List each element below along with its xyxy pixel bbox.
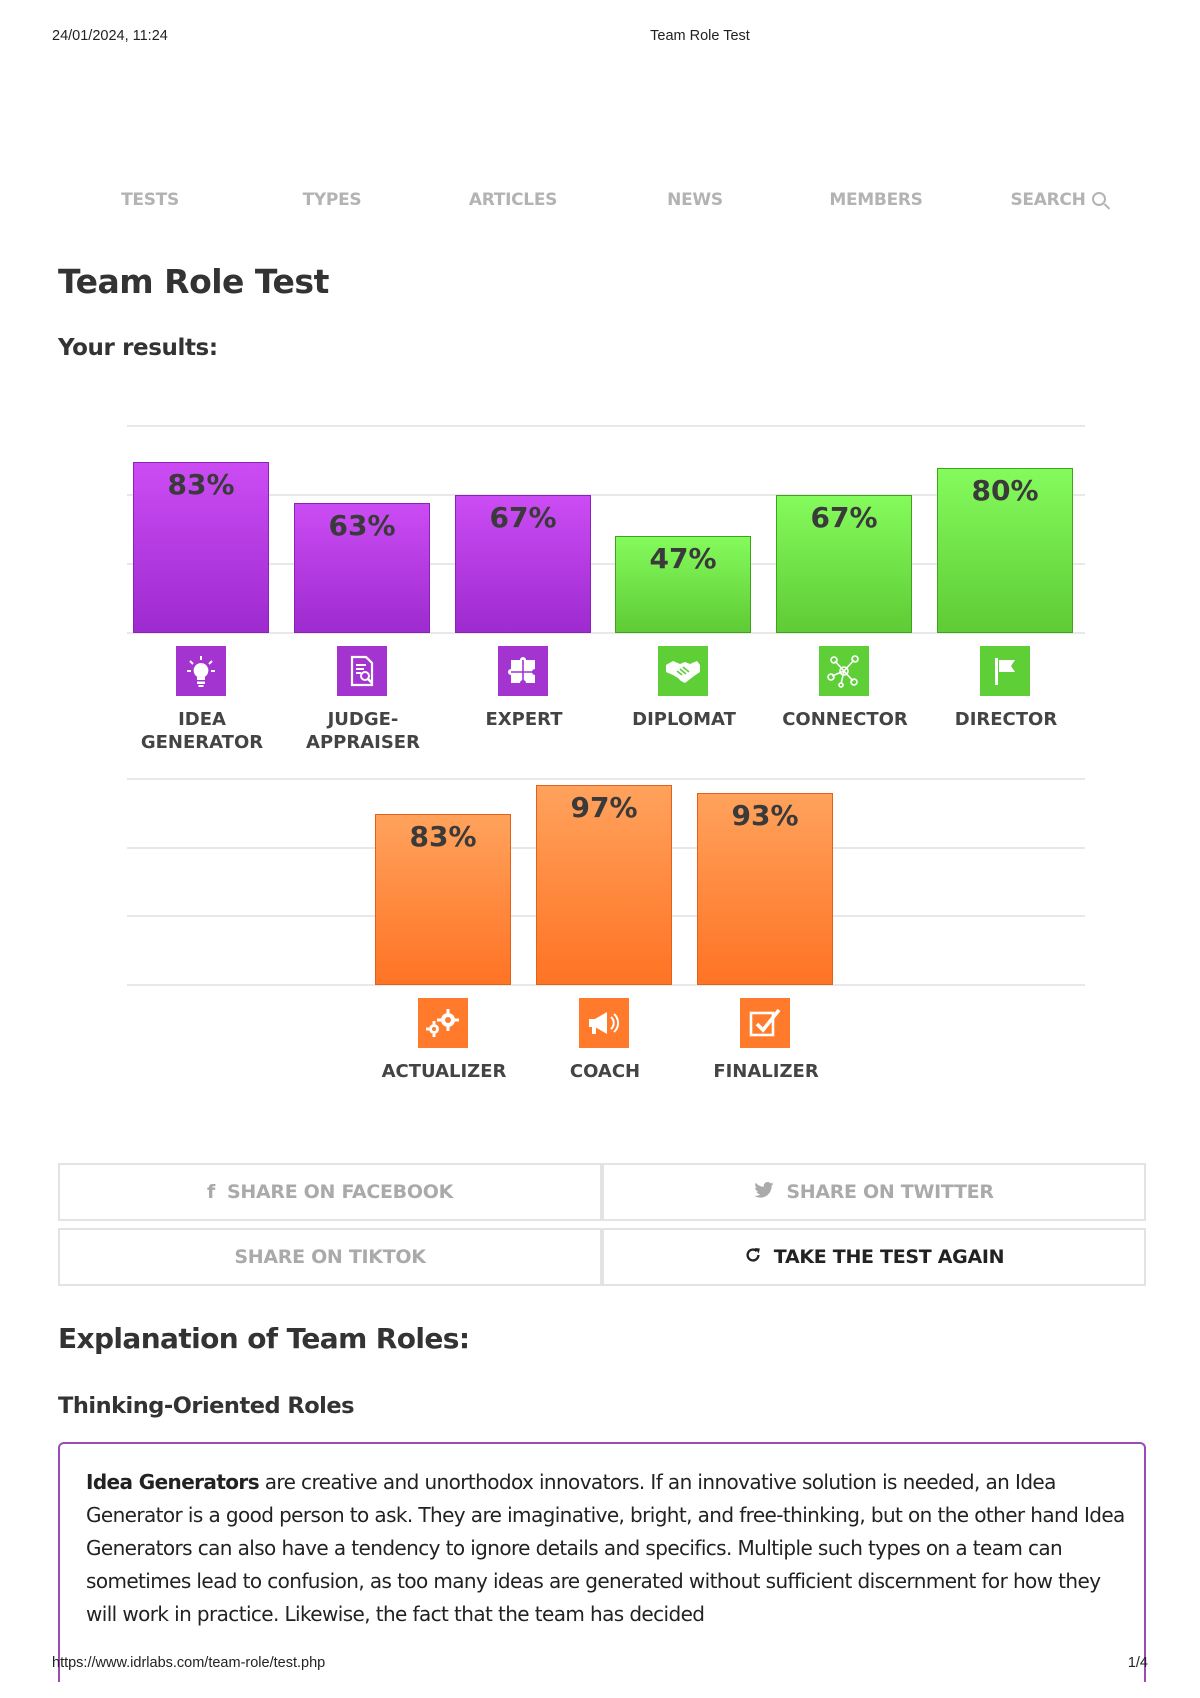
bar-expert: 67% [455, 495, 591, 633]
chart-2-gridline-1 [127, 984, 1085, 986]
role-label-finalizer: FINALIZER [713, 1061, 819, 1082]
chart-1-gridline-1 [127, 632, 1085, 634]
network-icon [819, 646, 869, 696]
checkbox-icon [740, 998, 790, 1048]
bar-judge-appraiser: 63% [294, 503, 430, 633]
nav-item-news[interactable]: NEWS [667, 190, 723, 210]
share-tiktok-button[interactable]: SHARE ON TIKTOK [58, 1228, 602, 1286]
print-page-number: 1/4 [1127, 1655, 1148, 1671]
lightbulb-icon [176, 646, 226, 696]
chart-2-gridline-2 [127, 915, 1085, 917]
chart-1-gridline-4 [127, 425, 1085, 427]
search-icon [1091, 192, 1106, 206]
chart-1-gridline-2 [127, 563, 1085, 565]
handshake-icon [658, 646, 708, 696]
print-datetime: 24/01/2024, 11:24 [52, 28, 168, 44]
share-twitter-label: SHARE ON TWITTER [786, 1181, 994, 1203]
bar-finalizer: 93% [697, 793, 833, 985]
bar-actualizer: 83% [375, 814, 511, 985]
explanation-heading: Explanation of Team Roles: [58, 1322, 470, 1355]
bar-director: 80% [937, 468, 1073, 633]
nav-item-tests[interactable]: TESTS [121, 190, 179, 210]
chart-1-gridline-3 [127, 494, 1085, 496]
thinking-roles-heading: Thinking-Oriented Roles [58, 1393, 355, 1419]
role-label-connector: CONNECTOR [782, 709, 908, 730]
document-search-icon [337, 646, 387, 696]
bar-diplomat: 47% [615, 536, 751, 633]
bar-value-diplomat: 47% [649, 542, 717, 575]
bar-value-expert: 67% [489, 501, 557, 534]
bar-value-director: 80% [971, 474, 1039, 507]
gears-icon [418, 998, 468, 1048]
share-facebook-label: SHARE ON FACEBOOK [226, 1181, 453, 1203]
role-label-director: DIRECTOR [954, 709, 1058, 730]
chart-2-gridline-3 [127, 847, 1085, 849]
share-twitter-button[interactable]: SHARE ON TWITTER [602, 1163, 1146, 1221]
bar-value-actualizer: 83% [409, 820, 477, 853]
bar-value-coach: 97% [570, 791, 638, 824]
print-doc-title: Team Role Test [650, 28, 750, 44]
bar-value-judge-appraiser: 63% [328, 509, 396, 542]
bar-value-connector: 67% [810, 501, 878, 534]
share-facebook-button[interactable]: f SHARE ON FACEBOOK [58, 1163, 602, 1221]
facebook-icon: f [207, 1181, 215, 1203]
nav-item-types[interactable]: TYPES [302, 190, 362, 210]
chart-2-gridline-4 [127, 778, 1085, 780]
refresh-icon [744, 1246, 762, 1269]
bar-idea-generator: 83% [133, 462, 269, 633]
nav-item-search[interactable]: SEARCH [978, 190, 1138, 210]
role-label-diplomat: DIPLOMAT [632, 709, 736, 730]
flag-icon [980, 646, 1030, 696]
nav-item-members[interactable]: MEMBERS [829, 190, 923, 210]
share-tiktok-label: SHARE ON TIKTOK [234, 1246, 426, 1268]
print-url: https://www.idrlabs.com/team-role/test.p… [52, 1655, 326, 1671]
take-test-again-button[interactable]: TAKE THE TEST AGAIN [602, 1228, 1146, 1286]
results-heading: Your results: [58, 335, 218, 361]
role-label-actualizer: ACTUALIZER [381, 1061, 507, 1082]
role-label-judge-appraiser: JUDGE- APPRAISER [306, 709, 420, 753]
nav-item-articles[interactable]: ARTICLES [468, 190, 558, 210]
take-test-again-label: TAKE THE TEST AGAIN [773, 1246, 1005, 1268]
idea-generator-term: Idea Generators [86, 1470, 260, 1494]
role-label-idea-generator: IDEA GENERATOR [140, 709, 264, 753]
bar-value-idea-generator: 83% [167, 468, 235, 501]
idea-generator-explanation: Idea Generators are creative and unortho… [86, 1466, 1126, 1631]
bar-coach: 97% [536, 785, 672, 985]
print-header: 24/01/2024, 11:24 Team Role Test [0, 28, 1200, 48]
search-label: SEARCH [1010, 190, 1086, 210]
idea-generator-explanation-box: Idea Generators are creative and unortho… [58, 1442, 1146, 1682]
puzzle-icon [498, 646, 548, 696]
bar-value-finalizer: 93% [731, 799, 799, 832]
bar-connector: 67% [776, 495, 912, 633]
role-label-coach: COACH [569, 1061, 641, 1082]
idea-generator-description: are creative and unorthodox innovators. … [86, 1470, 1125, 1626]
main-nav: TESTS TYPES ARTICLES NEWS MEMBERS SEARCH [0, 190, 1200, 214]
page-title: Team Role Test [58, 262, 329, 301]
role-label-expert: EXPERT [485, 709, 563, 730]
megaphone-icon [579, 998, 629, 1048]
twitter-icon [754, 1181, 774, 1203]
